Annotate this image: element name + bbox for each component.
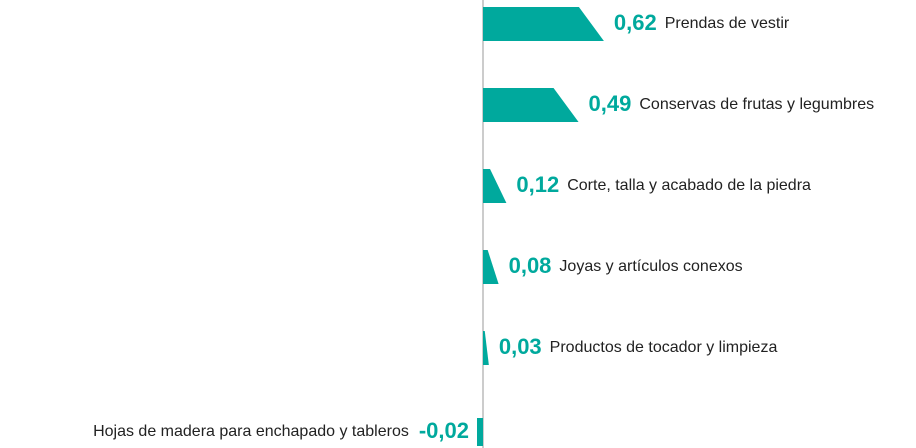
bar (483, 331, 489, 365)
category-label: Productos de tocador y limpieza (550, 339, 778, 356)
bar (477, 418, 483, 446)
value-label: 0,49 (589, 91, 632, 116)
value-label: 0,03 (499, 334, 542, 359)
category-label: Joyas y artículos conexos (559, 258, 742, 275)
bar (483, 250, 499, 284)
bar (483, 7, 604, 41)
bar (483, 169, 507, 203)
value-label: 0,62 (614, 10, 657, 35)
bar (483, 88, 579, 122)
category-label: Hojas de madera para enchapado y tablero… (93, 423, 409, 440)
value-label: 0,12 (516, 172, 559, 197)
value-label: -0,02 (419, 418, 469, 443)
category-label: Prendas de vestir (665, 15, 790, 32)
value-label: 0,08 (509, 253, 552, 278)
category-label: Corte, talla y acabado de la piedra (567, 177, 811, 194)
category-label: Conservas de frutas y legumbres (639, 96, 874, 113)
